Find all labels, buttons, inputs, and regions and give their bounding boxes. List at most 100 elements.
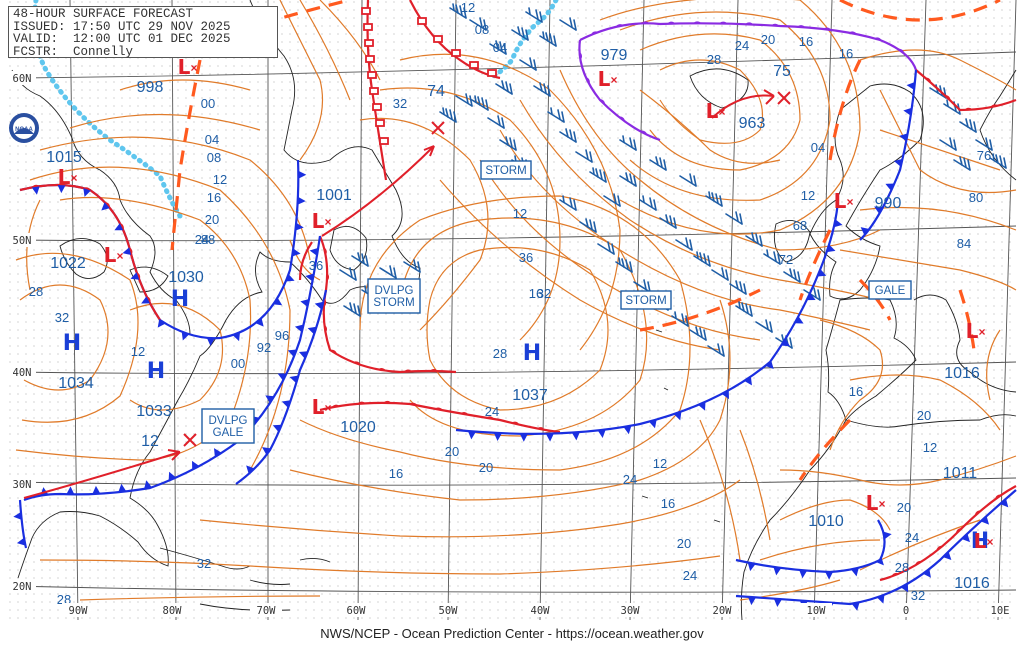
cold-front-mark bbox=[307, 326, 317, 335]
cold-front-mark bbox=[92, 485, 101, 495]
cold-front-mark bbox=[876, 594, 885, 604]
isobar-label: 16 bbox=[207, 190, 221, 205]
isobar-label: 16 bbox=[661, 496, 675, 511]
isobar-label: 32 bbox=[393, 96, 407, 111]
cold-front-mark bbox=[721, 390, 729, 400]
wind-barb bbox=[379, 265, 397, 279]
warm-front-mark bbox=[403, 369, 412, 372]
cold-front-mark bbox=[875, 556, 884, 566]
cold-front-mark bbox=[141, 296, 151, 304]
warning-label: GALE bbox=[875, 285, 906, 297]
isobar-label: 04 bbox=[493, 40, 507, 55]
warm-front-mark bbox=[129, 247, 133, 256]
low-center-x: × bbox=[846, 195, 853, 209]
cold-front-mark bbox=[493, 432, 502, 442]
wind-barb bbox=[351, 252, 369, 267]
cold-front-mark bbox=[168, 471, 176, 481]
lon-label-text: 50W bbox=[439, 605, 459, 617]
low-symbol: L bbox=[974, 529, 987, 553]
low-symbol: L bbox=[866, 491, 879, 515]
wind-barb bbox=[559, 195, 577, 211]
forecast-position-label: 75 bbox=[773, 63, 791, 80]
cold-front-mark bbox=[571, 432, 580, 441]
lon-label-text: 10W bbox=[807, 605, 827, 617]
warning-box: STORM bbox=[480, 160, 532, 180]
cold-front-mark bbox=[773, 598, 782, 608]
cold-front-mark bbox=[294, 324, 304, 333]
wind-barb bbox=[403, 259, 421, 273]
low-pressure-value: 1011 bbox=[943, 465, 978, 482]
warm-front-mark bbox=[925, 77, 932, 84]
lat-labels: 60N 50N 40N 30N 20N bbox=[8, 71, 36, 593]
forecast-tracks bbox=[23, 89, 775, 499]
warm-front-mark bbox=[357, 401, 366, 404]
isobar-label: 12 bbox=[513, 206, 527, 221]
low-pressure-value: 963 bbox=[739, 115, 766, 132]
lat-label-text: 40N bbox=[13, 367, 32, 379]
warning-label: STORM bbox=[485, 165, 526, 177]
cold-front-mark bbox=[314, 301, 324, 310]
wind-barb bbox=[959, 118, 977, 133]
occluded-front-mark bbox=[797, 25, 806, 28]
cold-front-mark bbox=[906, 81, 915, 90]
wind-barb bbox=[547, 107, 565, 123]
wind-barb bbox=[449, 3, 467, 19]
wind-barb bbox=[487, 115, 505, 129]
low-symbol: L bbox=[966, 319, 979, 343]
lon-label-text: 40W bbox=[531, 605, 551, 617]
occluded-front-mark bbox=[848, 31, 857, 35]
isobar-label: 00 bbox=[231, 356, 245, 371]
wind-barb bbox=[615, 257, 633, 273]
isobar-label: 16 bbox=[839, 46, 853, 61]
wind-barb bbox=[575, 149, 593, 163]
forecast-header: 48-HOUR SURFACE FORECAST ISSUED: 17:50 U… bbox=[8, 6, 278, 58]
wind-barb bbox=[679, 173, 697, 187]
wind-barb bbox=[649, 156, 667, 171]
warm-front-mark bbox=[936, 545, 943, 551]
isobar-label: 08 bbox=[207, 150, 221, 165]
isobars bbox=[15, 0, 1017, 601]
cold-front-mark bbox=[101, 202, 110, 211]
high-pressure-value: 1037 bbox=[512, 387, 548, 404]
isobar-label: 16 bbox=[849, 384, 863, 399]
lat-label: 20N bbox=[8, 579, 36, 593]
isobar-label: 12 bbox=[923, 440, 937, 455]
cold-front-mark bbox=[860, 227, 870, 236]
wind-barb bbox=[619, 135, 637, 151]
isobar-label: 84 bbox=[957, 236, 971, 251]
cold-front-mark bbox=[747, 562, 756, 572]
wind-barb bbox=[499, 136, 517, 151]
low-center-x: × bbox=[190, 61, 197, 75]
lon-label-text: 0 bbox=[903, 605, 909, 617]
cold-front-mark bbox=[885, 183, 895, 191]
isobar-label: 12 bbox=[653, 456, 667, 471]
wind-barb bbox=[659, 214, 677, 229]
cold-front-mark bbox=[289, 375, 299, 384]
occluded-front-mark bbox=[579, 51, 582, 60]
occluded-front-mark bbox=[874, 37, 882, 41]
lat-label-text: 60N bbox=[13, 73, 32, 85]
cold-front-mark bbox=[309, 247, 319, 256]
cold-front-mark bbox=[287, 349, 297, 357]
forecast-position-label: 12 bbox=[141, 433, 159, 450]
cold-front-mark bbox=[806, 292, 816, 301]
isobar-label: 20 bbox=[897, 500, 911, 515]
cold-front-mark bbox=[942, 551, 952, 561]
isobar-label: 16 bbox=[799, 34, 813, 49]
lon-label: 80W bbox=[156, 603, 188, 617]
cold-front-mark bbox=[900, 583, 909, 593]
wind-barb bbox=[343, 302, 361, 317]
forecast-x-marker bbox=[183, 433, 197, 447]
isobar-label: 32 bbox=[911, 588, 925, 603]
isobar-label: 20 bbox=[917, 408, 931, 423]
wind-barb bbox=[533, 82, 551, 97]
high-pressure-value: 1016 bbox=[954, 575, 990, 592]
low-symbol: L bbox=[598, 67, 611, 91]
lon-label-text: 70W bbox=[257, 605, 277, 617]
track-arrow-1 bbox=[321, 145, 435, 237]
isobar-label: 28 bbox=[29, 284, 43, 299]
warm-front-mark bbox=[323, 247, 327, 256]
low-symbol: L bbox=[178, 55, 191, 79]
occluded-front-mark bbox=[585, 77, 590, 85]
lon-label: 20W bbox=[706, 603, 738, 617]
